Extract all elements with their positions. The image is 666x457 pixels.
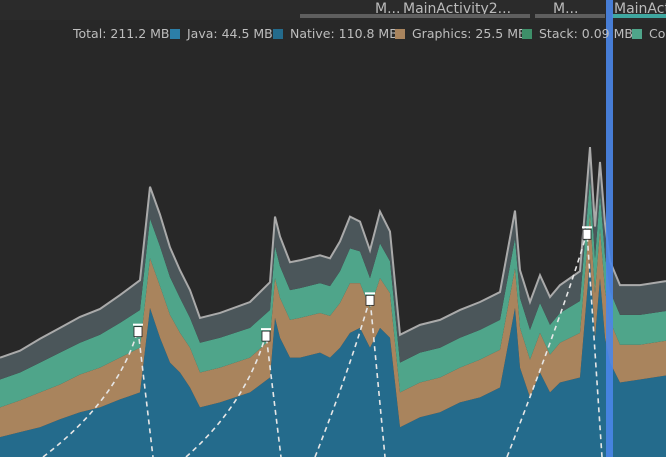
legend-label: Stack: 0.09 MB <box>539 26 633 41</box>
legend-swatch-java <box>170 28 180 39</box>
activity-bar: M... MainActivity2... M... MainActi <box>0 0 666 20</box>
area-other <box>0 147 666 380</box>
legend-label: Native: 110.8 MB <box>290 26 398 41</box>
area-java <box>0 258 666 457</box>
chart-areas <box>0 146 666 457</box>
legend-swatch-code <box>632 28 642 39</box>
activity-track <box>400 14 530 18</box>
activity-segment[interactable]: MainActi <box>612 0 666 20</box>
activity-label: M... <box>553 1 579 17</box>
activity-label: MainActi <box>614 1 666 17</box>
activity-label: M... <box>375 1 400 17</box>
activity-segment[interactable]: MainActivity2... <box>400 0 530 20</box>
legend-label: Java: 44.5 MB <box>187 26 273 41</box>
area-native <box>0 213 666 438</box>
legend-label: Graphics: 25.5 MB <box>412 26 527 41</box>
legend-native: Native: 110.8 MB <box>273 26 398 41</box>
gc-events <box>42 226 603 457</box>
gc-trace <box>185 333 282 457</box>
activity-label: MainActivity2... <box>403 1 512 17</box>
legend-stack: Stack: 0.09 MB <box>522 26 633 41</box>
legend-graphics: Graphics: 25.5 MB <box>395 26 527 41</box>
memory-legend: Total: 211.2 MB Java: 44.5 MB Native: 11… <box>0 26 666 44</box>
legend-label: Total: 211.2 MB <box>73 26 170 41</box>
activity-track <box>612 14 666 18</box>
trash-icon[interactable] <box>133 323 143 338</box>
trash-icon[interactable] <box>582 226 592 240</box>
legend-swatch-native <box>273 28 283 39</box>
legend-swatch-stack <box>522 28 532 39</box>
legend-swatch-graphics <box>395 28 405 39</box>
trash-icon[interactable] <box>365 292 375 306</box>
legend-java: Java: 44.5 MB <box>170 26 273 41</box>
selection-marker[interactable] <box>606 0 613 457</box>
legend-total: Total: 211.2 MB <box>73 26 170 41</box>
trash-icon[interactable] <box>261 328 271 342</box>
gc-trace <box>506 232 603 457</box>
activity-segment[interactable]: M... <box>300 0 400 20</box>
activity-segment[interactable]: M... <box>535 0 605 20</box>
legend-code: Coc <box>632 26 666 41</box>
legend-label: Coc <box>649 26 666 41</box>
activity-track <box>535 14 605 18</box>
area-graphics <box>0 178 666 408</box>
activity-track <box>300 14 400 18</box>
total-outline <box>0 146 666 359</box>
